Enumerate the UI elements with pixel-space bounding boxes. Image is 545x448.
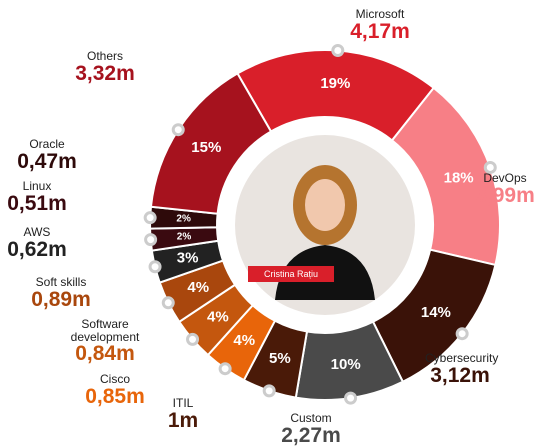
category-label: Custom 2,27m [246,412,376,447]
percent-label: 10% [331,356,361,373]
percent-label: 18% [444,169,474,186]
category-amount: 0,51m [7,191,67,215]
percent-label: 15% [191,139,221,156]
connector-dot [161,296,175,310]
category-amount: 0,62m [7,237,67,261]
category-amount: 0,89m [31,287,91,311]
category-name: Linux [22,179,52,193]
category-name: Custom [290,411,332,425]
connector-dot [455,327,469,341]
percent-label: 3% [177,250,199,267]
connector-dot [144,233,158,247]
category-amount: 0,47m [17,149,77,173]
connector-dot [171,123,185,137]
category-amount: 2,27m [281,423,341,447]
category-amount: 1m [167,408,199,432]
category-label: AWS 0,62m [0,226,102,261]
connector-dot [344,391,358,405]
connector-dot [262,384,276,398]
category-name: Soft skills [35,275,87,289]
category-name: AWS [23,225,51,239]
category-label: DevOps 3,99m [440,172,545,207]
category-label: Microsoft 4,17m [315,8,445,43]
category-label: Cybersecurity 3,12m [395,352,525,387]
category-label: Others 3,32m [40,50,170,85]
percent-label: 4% [207,308,229,325]
category-name: Cybersecurity [425,351,499,365]
percent-label: 2% [176,214,191,225]
connector-dot [143,211,157,225]
category-name: ITIL [172,396,194,410]
center-label: Cristina Rațiu [248,266,334,282]
category-amount: 0,84m [75,342,135,366]
category-amount: 0,85m [85,384,145,408]
percent-label: 4% [233,332,255,349]
slice [149,72,273,215]
photo-face [305,179,345,231]
category-label: ITIL 1m [118,397,248,432]
category-label: Cisco 0,85m [50,373,180,408]
connector-dot [331,43,345,57]
slices: 19%18%14%10%5%4%4%4%3%2%2%15% [143,43,501,405]
category-amount: 4,17m [350,19,410,43]
percent-label: 2% [177,231,192,242]
percent-label: 19% [320,75,350,92]
percent-label: 4% [187,279,209,296]
category-amount: 3,32m [75,61,135,85]
connector-dot [148,260,162,274]
category-name: DevOps [483,171,527,185]
percent-label: 14% [421,304,451,321]
category-label: Software development 0,84m [40,318,170,365]
connector-dot [218,362,232,376]
category-label: Linux 0,51m [0,180,102,215]
category-name: Oracle [29,137,65,151]
category-label: Soft skills 0,89m [0,276,126,311]
connector-dot [186,332,200,346]
category-amount: 3,99m [475,183,535,207]
percent-label: 5% [269,350,291,367]
category-label: Oracle 0,47m [0,138,112,173]
connector-dot [483,160,497,174]
category-amount: 3,12m [430,363,490,387]
category-name: Microsoft [355,7,405,21]
category-name: Software development [70,317,140,344]
category-name: Cisco [99,372,130,386]
category-name: Others [86,49,123,63]
